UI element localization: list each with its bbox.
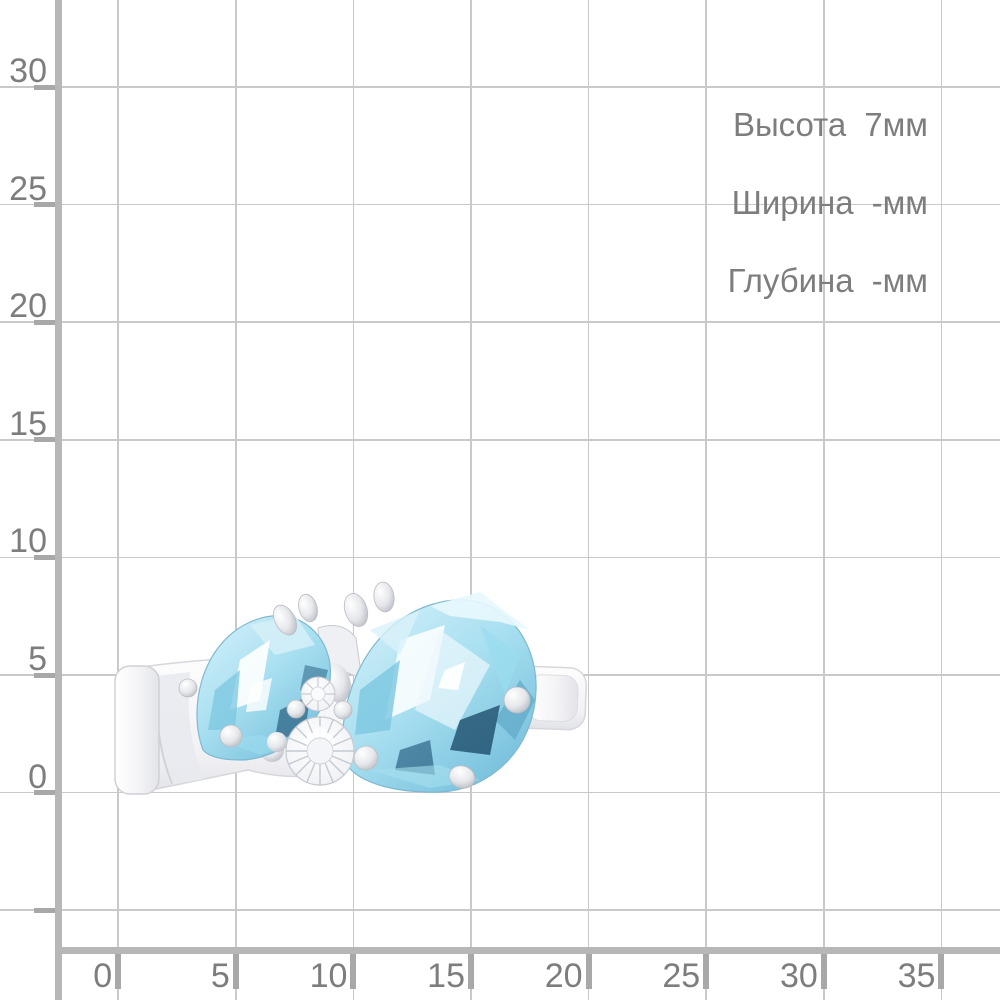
x-axis-label: 20 <box>544 956 583 995</box>
x-axis-tick <box>468 947 474 989</box>
grid-line-vertical <box>940 0 943 1000</box>
grid-line-vertical <box>235 0 237 1000</box>
x-axis-tick <box>820 947 827 989</box>
y-axis-tick <box>34 790 58 796</box>
dimensions-panel: Высота 7мм Ширина -мм Глубина -мм <box>728 86 928 320</box>
grid-line-vertical <box>470 0 472 1000</box>
dimension-height-value: 7мм <box>864 106 928 143</box>
x-axis-label: 25 <box>662 956 701 995</box>
y-axis-tick <box>34 319 58 325</box>
dimension-width: Ширина -мм <box>728 164 928 242</box>
y-axis-line <box>54 0 62 1000</box>
grid-line-vertical <box>352 0 355 1000</box>
x-axis-label: 10 <box>309 956 348 995</box>
dimension-height-label: Высота <box>732 106 847 143</box>
x-axis-tick <box>938 947 945 989</box>
x-axis-tick <box>703 947 710 989</box>
x-axis-label: 35 <box>897 956 936 995</box>
y-axis-tick <box>34 202 58 208</box>
grid-line-horizontal <box>0 556 1000 559</box>
x-axis-tick <box>585 947 592 989</box>
y-axis-label: 10 <box>9 522 47 561</box>
y-axis-label: 0 <box>28 757 47 796</box>
ring-photo <box>114 581 587 795</box>
y-axis-tick <box>34 437 58 443</box>
y-axis-tick <box>34 554 58 560</box>
dimension-depth-value: -мм <box>871 262 928 299</box>
grid-line-vertical <box>705 0 707 1000</box>
ring-prongs-front <box>178 581 531 789</box>
grid-line-horizontal <box>0 439 1000 441</box>
y-axis-tick <box>34 672 58 678</box>
grid-line-vertical <box>117 0 119 1000</box>
grid-line-horizontal <box>0 791 1000 794</box>
gem-round-cz-small <box>300 676 336 712</box>
grid-line-horizontal <box>0 909 1000 911</box>
grid-line-vertical <box>587 0 590 1000</box>
dimension-width-value: -мм <box>871 184 928 221</box>
y-axis-label: 15 <box>9 404 47 443</box>
grid-line-horizontal <box>0 321 1000 323</box>
y-axis-label: 20 <box>9 287 47 326</box>
y-axis-label: 5 <box>28 640 47 678</box>
x-axis-label: 0 <box>93 956 113 995</box>
grid-line-vertical <box>823 0 825 1000</box>
x-axis-tick <box>350 947 357 989</box>
y-axis-label: 25 <box>9 169 47 208</box>
grid-line-horizontal <box>0 203 1000 206</box>
y-axis-tick <box>34 907 58 913</box>
x-axis-label: 15 <box>427 956 465 995</box>
dimension-depth-label: Глубина <box>727 262 854 299</box>
dimension-depth: Глубина -мм <box>728 242 928 320</box>
dimension-height: Высота 7мм <box>728 86 928 164</box>
dimension-width-label: Ширина <box>731 184 854 221</box>
x-axis-label: 5 <box>210 956 230 995</box>
grid-line-horizontal <box>0 86 1000 88</box>
x-axis-label: 30 <box>779 956 818 995</box>
gem-round-cz-large <box>285 716 355 786</box>
x-axis-tick <box>115 947 122 989</box>
x-axis-tick <box>232 947 239 989</box>
x-axis-line <box>54 947 1000 954</box>
y-axis-label: 30 <box>9 52 47 90</box>
y-axis-tick <box>34 84 58 90</box>
